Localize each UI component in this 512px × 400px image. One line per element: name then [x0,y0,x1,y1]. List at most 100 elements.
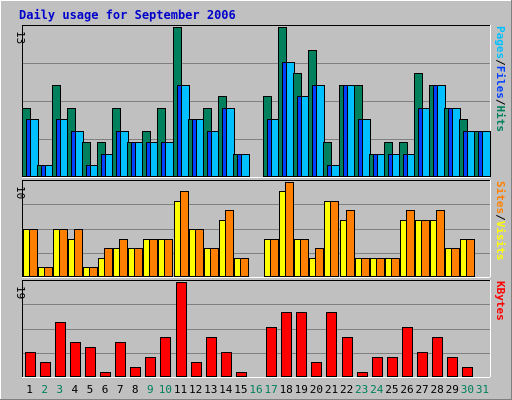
bar-sites-day-9 [149,239,158,277]
bar-kbytes-day-8 [130,367,141,377]
bar-sites-day-30 [466,239,475,277]
bar-sites-day-19 [300,239,309,277]
panel-visits-sites-legend: Sites/Visits [494,181,507,261]
bar-sites-day-21 [330,201,339,277]
bar-sites-day-8 [134,248,143,277]
bar-sites-day-4 [74,229,83,277]
bar-pages-day-21 [331,165,340,177]
bar-pages-day-10 [165,142,174,177]
bar-sites-day-10 [164,239,173,277]
bar-kbytes-day-18 [281,312,292,377]
bar-kbytes-day-19 [296,312,307,377]
panel-visits-sites-ymax-label: 10 [14,186,27,199]
bar-sites-day-12 [195,229,204,277]
chart-title: Daily usage for September 2006 [19,8,236,22]
legend-entry: Hits [494,106,507,133]
panel-hits-files-pages-ymax-label: 13 [14,31,27,44]
x-tick-label-day-10: 10 [159,383,172,396]
x-tick-label-day-29: 29 [446,383,459,396]
bar-sites-day-26 [406,210,415,277]
legend-entry: Pages [494,26,507,59]
bar-kbytes-day-9 [145,357,156,377]
legend-entry: Files [494,66,507,99]
bar-sites-day-1 [29,229,38,277]
bar-sites-day-7 [119,239,128,277]
bar-sites-day-6 [104,248,113,277]
x-tick-label-day-12: 12 [189,383,202,396]
x-tick-label-day-5: 5 [87,383,94,396]
panel-kbytes-ymax-label: 19 [14,286,27,299]
panel-hits-files-pages-legend: Pages/Files/Hits [494,26,507,132]
x-tick-label-day-7: 7 [117,383,124,396]
bar-kbytes-day-25 [387,357,398,377]
x-tick-label-day-4: 4 [72,383,79,396]
bar-kbytes-day-28 [432,337,443,377]
x-tick-label-day-30: 30 [461,383,474,396]
x-tick-label-day-2: 2 [41,383,48,396]
legend-entry: / [494,214,507,221]
x-tick-label-day-13: 13 [204,383,217,396]
bar-kbytes-day-21 [326,312,337,377]
bar-sites-day-24 [376,258,385,277]
bar-kbytes-day-26 [402,327,413,377]
bar-sites-day-13 [210,248,219,277]
bar-kbytes-day-7 [115,342,126,377]
x-tick-label-day-18: 18 [280,383,293,396]
bar-kbytes-day-6 [100,372,111,377]
bar-sites-day-28 [436,210,445,277]
x-tick-label-day-6: 6 [102,383,109,396]
bar-kbytes-day-24 [372,357,383,377]
bar-pages-day-20 [316,85,325,177]
bar-sites-day-2 [44,267,53,277]
x-tick-label-day-23: 23 [355,383,368,396]
bar-sites-day-15 [240,258,249,277]
x-tick-label-day-3: 3 [56,383,63,396]
bar-sites-day-18 [285,182,294,277]
bar-kbytes-day-11 [176,282,187,377]
bar-sites-day-27 [421,220,430,277]
x-tick-label-day-27: 27 [415,383,428,396]
bar-kbytes-day-13 [206,337,217,377]
bar-sites-day-20 [315,248,324,277]
x-tick-label-day-21: 21 [325,383,338,396]
bar-sites-day-23 [361,258,370,277]
legend-entry: Sites [494,181,507,214]
x-tick-label-day-11: 11 [174,383,187,396]
bar-kbytes-day-4 [70,342,81,377]
x-tick-label-day-9: 9 [147,383,154,396]
bar-pages-day-23 [362,119,371,177]
panel-kbytes-legend: KBytes [494,281,507,321]
bar-kbytes-day-1 [25,352,36,377]
x-tick-label-day-1: 1 [26,383,33,396]
bar-kbytes-day-17 [266,327,277,377]
bar-pages-day-14 [226,108,235,177]
bar-kbytes-day-12 [191,362,202,377]
x-tick-label-day-8: 8 [132,383,139,396]
bar-kbytes-day-14 [221,352,232,377]
bar-kbytes-day-23 [357,372,368,377]
bar-pages-day-15 [241,154,250,177]
bar-kbytes-day-20 [311,362,322,377]
legend-entry: / [494,99,507,106]
legend-entry: / [494,59,507,66]
bar-kbytes-day-10 [160,337,171,377]
bar-sites-day-3 [59,229,68,277]
bar-sites-day-14 [225,210,234,277]
bar-sites-day-25 [391,258,400,277]
bar-sites-day-22 [346,210,355,277]
x-tick-label-day-31: 31 [476,383,489,396]
x-tick-label-day-15: 15 [234,383,247,396]
legend-entry: KBytes [494,281,507,321]
x-tick-label-day-24: 24 [370,383,384,396]
bar-sites-day-29 [451,248,460,277]
bar-kbytes-day-3 [55,322,66,377]
bar-sites-day-17 [270,239,279,277]
bar-kbytes-day-29 [447,357,458,377]
bar-kbytes-day-2 [40,362,51,377]
x-tick-label-day-25: 25 [385,383,398,396]
bar-kbytes-day-30 [462,367,473,377]
x-tick-label-day-28: 28 [431,383,444,396]
